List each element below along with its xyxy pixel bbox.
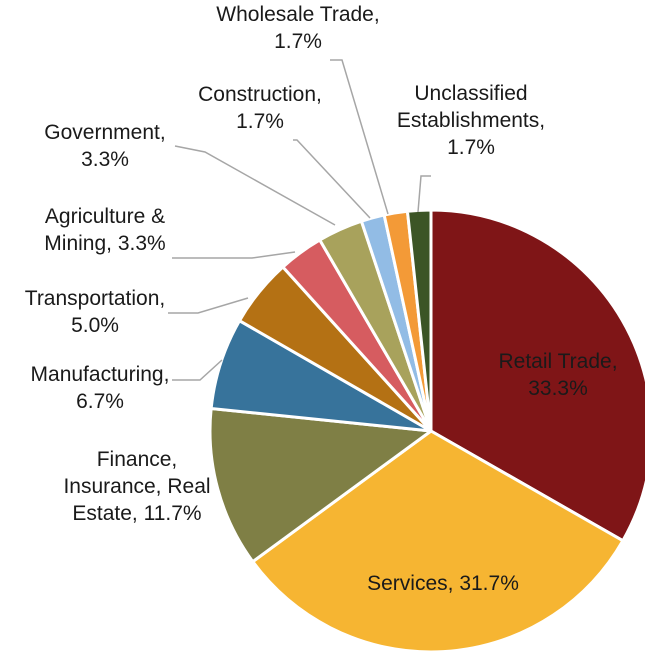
data-label-line: Transportation,: [25, 287, 165, 310]
pie-slice-services: [251, 429, 625, 653]
data-label-line: Unclassified: [414, 82, 527, 105]
leader-line-agriculture-mining: [172, 251, 296, 259]
data-label-line: 1.7%: [274, 30, 322, 53]
data-label-line: 1.7%: [236, 110, 284, 133]
data-label-line: Manufacturing,: [31, 363, 170, 386]
data-label-finance-insurance-real-estate: Finance, Insurance, Real Estate, 11.7%: [63, 448, 210, 525]
labels-layer: Retail Trade, 33.3% Services, 31.7% Finance…: [25, 3, 618, 595]
data-label-line: Agriculture &: [45, 205, 165, 228]
data-label-line: Finance,: [97, 448, 178, 471]
pie-slice-retail-trade: [429, 208, 645, 543]
data-label-line: Retail Trade,: [498, 350, 617, 373]
leader-line-transportation: [168, 297, 249, 314]
data-label-services: Services, 31.7%: [367, 572, 519, 595]
leader-line-manufacturing: [172, 359, 223, 381]
data-label-line: 3.3%: [81, 148, 129, 171]
leader-line-unclassified-establishments: [417, 175, 431, 213]
data-label-unclassified-establishments: Unclassified Establishments, 1.7%: [397, 82, 545, 159]
data-label-line: 33.3%: [528, 377, 588, 400]
data-label-agriculture-mining: Agriculture & Mining, 3.3%: [44, 205, 165, 255]
data-label-line: Mining, 3.3%: [44, 232, 165, 255]
leader-line-wholesale-trade: [330, 59, 389, 215]
data-label-retail-trade: Retail Trade, 33.3%: [498, 350, 617, 400]
data-label-line: Wholesale Trade,: [216, 3, 379, 26]
data-label-line: Insurance, Real: [63, 475, 210, 498]
data-label-government: Government, 3.3%: [44, 121, 165, 171]
leader-lines-layer: [168, 59, 431, 381]
pie-slice-finance-insurance-real-estate: [208, 407, 433, 564]
data-label-line: 1.7%: [447, 136, 495, 159]
leader-line-government: [174, 145, 336, 226]
data-label-line: Services, 31.7%: [367, 572, 519, 595]
data-label-wholesale-trade: Wholesale Trade, 1.7%: [216, 3, 379, 53]
data-label-line: Estate, 11.7%: [72, 502, 201, 525]
data-label-line: Government,: [44, 121, 165, 144]
data-label-transportation: Transportation, 5.0%: [25, 287, 165, 337]
leader-line-construction: [293, 139, 371, 219]
data-label-construction: Construction, 1.7%: [198, 83, 322, 133]
slices-layer: [208, 208, 645, 653]
pie-slice-unclassified-establishments: [405, 208, 433, 433]
data-label-manufacturing: Manufacturing, 6.7%: [31, 363, 170, 413]
data-label-line: Establishments,: [397, 109, 545, 132]
data-label-line: Construction,: [198, 83, 322, 106]
data-label-line: 6.7%: [76, 390, 124, 413]
data-label-line: 5.0%: [71, 314, 119, 337]
